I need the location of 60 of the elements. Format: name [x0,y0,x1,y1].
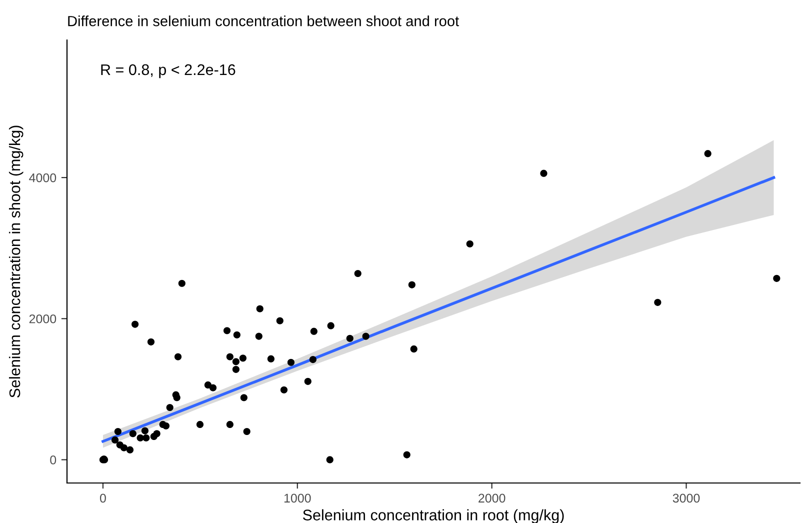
point [153,430,160,438]
point [226,353,234,360]
chart-title: Difference in selenium concentration between shoot and root [68,16,460,26]
point [310,328,318,335]
point [147,338,155,346]
point [223,327,231,334]
point [172,391,180,398]
point [114,428,122,436]
point [178,280,186,287]
y-tick-label: 0 [50,456,56,464]
x-axis-title: Selenium concentration in root (mg/kg) [303,509,564,523]
point [142,434,150,442]
x-tick-label: 1000 [284,494,311,503]
point [256,305,264,312]
point [126,446,134,454]
y-tick-label: 4000 [29,173,56,182]
point [204,381,212,388]
point [346,334,354,342]
point [304,378,312,385]
point [240,394,248,402]
point [233,331,240,338]
point [704,150,712,158]
point [362,332,370,340]
point [243,428,250,436]
point [209,384,217,392]
x-tick-label: 2000 [478,494,506,503]
point [232,358,240,366]
x-tick-label: 0 [100,494,106,503]
annotation: R = 0.8, p < 2.2e-16 [101,64,236,78]
point [287,358,295,366]
point [276,317,284,324]
point [162,422,170,430]
point [141,427,149,434]
point [129,430,136,438]
point [267,355,274,362]
point [466,240,474,248]
point [354,270,362,278]
point [327,322,334,330]
point [132,320,139,328]
point [166,404,174,412]
point [120,444,128,452]
y-axis-title: Selenium concentration in shoot (mg/kg) [8,126,24,398]
point [174,353,182,360]
point [111,436,119,444]
point [196,420,204,428]
point [773,274,780,282]
point [326,456,334,464]
point [280,386,288,394]
point [239,354,246,362]
point [410,345,418,353]
x-tick-label: 3000 [672,494,700,503]
point [309,356,316,364]
point [255,332,262,340]
point [226,420,234,428]
y-tick-label: 2000 [29,314,56,324]
point [408,281,416,288]
point [540,170,548,177]
point [403,451,410,458]
point [654,298,662,306]
point [232,366,240,373]
